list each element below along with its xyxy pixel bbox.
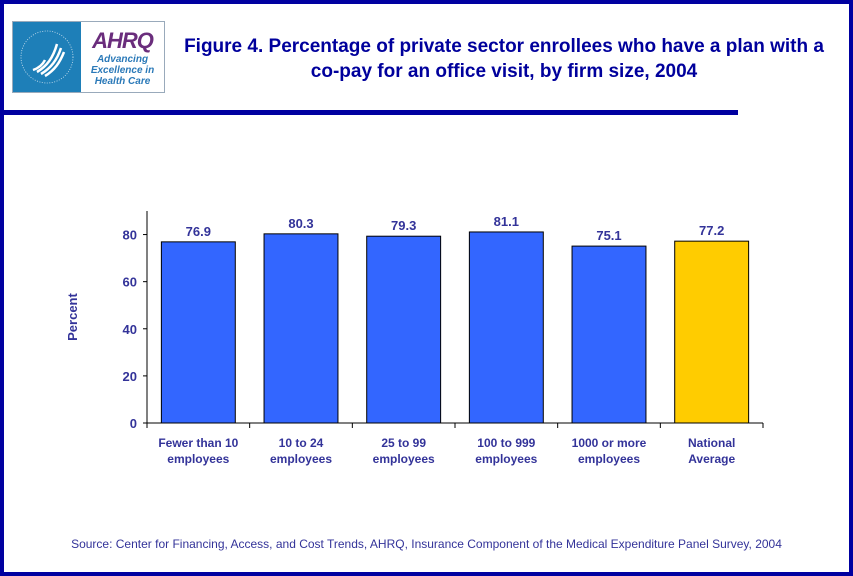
x-tick-label: 25 to 99 xyxy=(381,436,426,450)
x-tick-label: Average xyxy=(688,452,735,466)
data-label: 76.9 xyxy=(186,224,211,239)
ahrq-tagline: Advancing Excellence in Health Care xyxy=(90,54,155,87)
bar xyxy=(160,241,236,424)
header-divider xyxy=(4,110,738,115)
x-tick-label: Fewer than 10 xyxy=(158,436,238,450)
x-tick-label: employees xyxy=(373,452,435,466)
data-label: 75.1 xyxy=(596,228,621,243)
bar xyxy=(674,240,750,424)
ahrq-name: AHRQ xyxy=(92,28,154,53)
data-label: 79.3 xyxy=(391,218,416,233)
y-tick-label: 20 xyxy=(123,369,137,384)
x-tick-label: 1000 or more xyxy=(572,436,647,450)
data-label: 80.3 xyxy=(288,216,313,231)
x-tick-label: employees xyxy=(270,452,332,466)
bar xyxy=(263,233,339,424)
chart-title: Figure 4. Percentage of private sector e… xyxy=(184,36,824,82)
x-tick-label: 10 to 24 xyxy=(279,436,324,450)
data-label: 77.2 xyxy=(699,223,724,238)
bar xyxy=(468,231,544,424)
bar-chart: 0 20 40 60 80 Percent 76.9 Fewer than 10 employe… xyxy=(65,211,764,466)
bar xyxy=(366,235,442,424)
y-tick-label: 0 xyxy=(130,416,137,431)
x-tick-label: employees xyxy=(167,452,229,466)
bar xyxy=(571,245,647,424)
hhs-eagle-logo xyxy=(13,22,81,92)
x-tick-label: 100 to 999 xyxy=(477,436,535,450)
x-tick-label: employees xyxy=(578,452,640,466)
x-tick-label: employees xyxy=(475,452,537,466)
source-note: Source: Center for Financing, Access, an… xyxy=(71,537,782,551)
data-label: 81.1 xyxy=(494,214,519,229)
y-tick-label: 80 xyxy=(123,228,137,243)
y-axis-label: Percent xyxy=(65,292,80,340)
y-tick-label: 60 xyxy=(123,275,137,290)
x-tick-label: National xyxy=(688,436,735,450)
y-tick-label: 40 xyxy=(123,322,137,337)
ahrq-logo: AHRQ Advancing Excellence in Health Care xyxy=(12,21,165,93)
